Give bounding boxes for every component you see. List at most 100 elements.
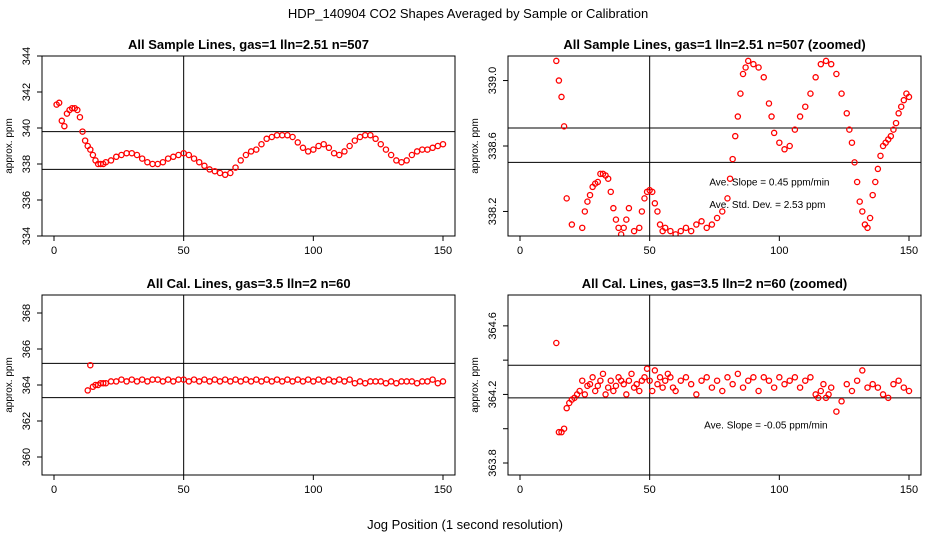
data-point [817,387,825,395]
data-point [765,100,773,107]
data-point [100,379,107,387]
data-point [729,155,736,163]
data-point [812,74,819,81]
data-point [770,384,778,391]
data-point [750,60,757,68]
x-tick-label: 0 [517,484,523,496]
data-point [802,103,809,110]
data-point [682,374,690,381]
data-point [325,376,333,383]
plot-frame [41,55,456,237]
data-point [817,60,825,68]
data-point [615,224,622,232]
data-point [154,160,161,168]
data-point [118,151,125,159]
data-point [555,428,563,436]
data-point [874,165,882,173]
data-point [289,378,296,385]
data-point [253,146,260,153]
data-point [175,376,182,383]
data-point [299,378,307,385]
data-point [138,376,146,383]
data-point [623,391,630,398]
data-point [560,123,568,130]
data-point [853,377,861,384]
data-point [890,126,897,133]
data-point [216,378,224,385]
data-point [159,158,167,166]
data-point [687,227,695,235]
y-axis-label: approx. ppm [4,357,15,413]
data-point [581,208,589,215]
data-point [387,378,395,385]
data-point [273,131,281,139]
data-point [320,140,327,148]
data-point [599,370,607,378]
data-point [843,380,851,388]
chart-panel-sample: All Sample Lines, gas=1 lln=2.51 n=507 ap… [4,37,456,257]
data-point [869,191,876,199]
data-point [351,137,359,144]
data-point [807,90,814,97]
data-point [755,64,762,71]
data-point [242,376,250,383]
y-tick-label: 334 [21,227,33,245]
data-point [791,374,799,381]
data-point [560,425,568,432]
data-point [887,132,895,140]
data-point [602,391,609,398]
data-point [361,131,369,139]
data-point [693,391,700,398]
y-tick-label: 344 [21,47,33,65]
data-point [672,231,679,236]
data-point [159,378,167,385]
data-point [439,378,447,385]
data-point [781,146,788,153]
data-point [232,376,239,383]
data-point [221,171,229,179]
x-tick-label: 150 [900,245,918,257]
data-point [336,376,343,383]
data-point [643,365,651,372]
data-point [393,157,400,164]
data-point [377,378,385,385]
data-point [330,378,338,385]
data-point [278,378,286,385]
y-tick-label: 338.2 [487,198,499,226]
data-point [734,370,742,378]
data-series [553,57,913,236]
data-point [263,135,270,143]
data-point [387,151,395,159]
data-point [628,370,635,378]
data-point [744,377,752,384]
x-tick-label: 100 [304,245,322,257]
data-series [53,99,447,179]
data-point [698,377,705,384]
panel-title: All Sample Lines, gas=1 lln=2.51 n=507 (… [563,37,865,52]
data-point [617,231,625,236]
data-point [284,131,291,139]
y-tick-label: 338 [21,155,33,173]
annotation: Ave. Std. Dev. = 2.53 ppm [709,200,825,211]
data-point [89,151,97,159]
data-point [770,129,778,137]
y-tick-label: 342 [21,83,33,101]
data-point [216,169,224,177]
data-point [133,378,141,385]
data-point [372,378,379,385]
data-point [661,377,669,384]
data-point [848,387,856,395]
data-point [872,178,879,186]
data-point [659,384,666,391]
x-tick-label: 100 [770,245,788,257]
data-point [164,376,172,383]
data-point [807,374,814,381]
data-point [107,378,115,385]
x-tick-label: 100 [770,484,788,496]
data-point [377,140,385,148]
data-point [185,151,193,159]
data-point [294,376,302,383]
data-point [713,214,721,222]
data-point [413,148,421,155]
data-point [372,135,379,143]
